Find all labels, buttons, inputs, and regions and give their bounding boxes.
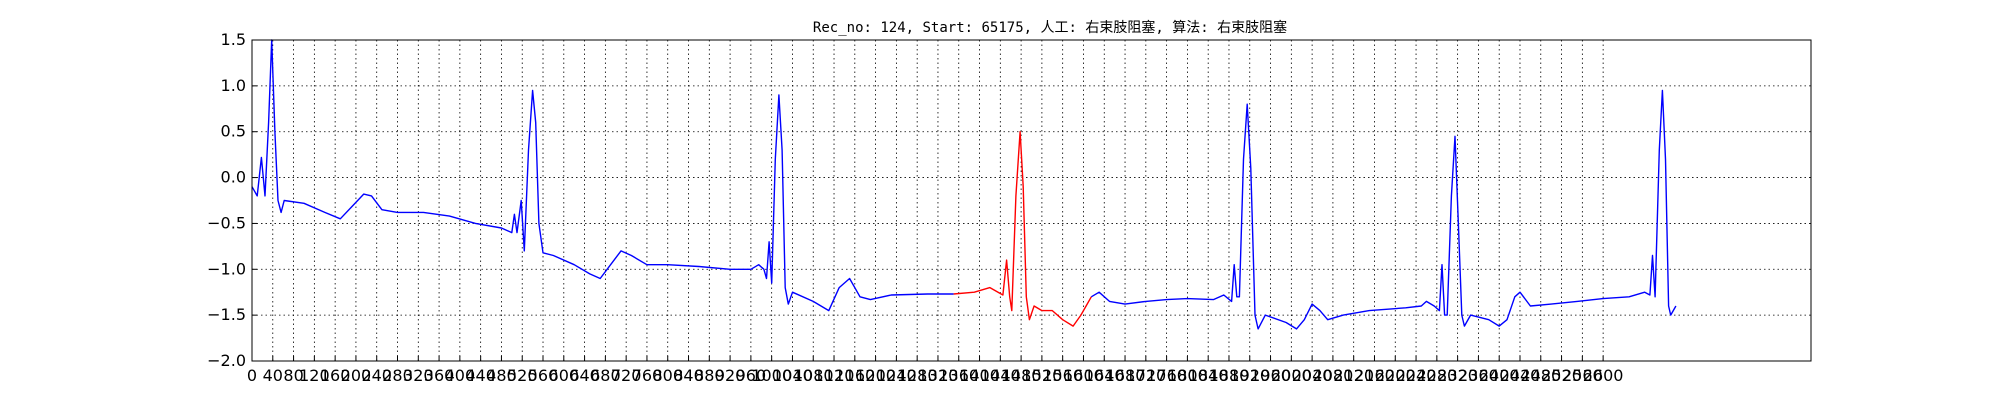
chart-title: Rec_no: 124, Start: 65175, 人工: 右束肢阻塞, 算法… — [813, 19, 1287, 36]
x-tick-label: 200 — [341, 366, 372, 385]
x-tick-label: 80 — [283, 366, 303, 385]
x-tick-label: 40 — [263, 366, 283, 385]
y-tick-labels: 1.5 1.0 0.5 0.0 −0.5 −1.0 −1.5 −2.0 — [207, 30, 246, 370]
x-tick-label: 1480 — [1001, 366, 1042, 385]
x-tick-label: 1840 — [1188, 366, 1229, 385]
x-tick-label: 360 — [424, 366, 455, 385]
x-tick-label: 1720 — [1125, 366, 1166, 385]
y-tick-label: −1.5 — [207, 305, 246, 324]
x-tick-label: 1320 — [918, 366, 959, 385]
x-tick-label: 2400 — [1479, 366, 1520, 385]
x-tick-label: 2520 — [1541, 366, 1582, 385]
x-tick-label: 1680 — [1105, 366, 1146, 385]
x-tick-label: 1560 — [1042, 366, 1083, 385]
x-tick-label: 2360 — [1458, 366, 1499, 385]
x-tick-label: 2000 — [1271, 366, 1312, 385]
x-tick-label: 520 — [507, 366, 538, 385]
ecg-series-line-3 — [1090, 89, 1677, 330]
y-tick-label: −0.5 — [207, 213, 246, 232]
x-tick-label: 1520 — [1022, 366, 1063, 385]
x-tick-label: 2440 — [1500, 366, 1541, 385]
x-tick-label: 2600 — [1583, 366, 1624, 385]
x-tick-label: 840 — [673, 366, 704, 385]
x-tick-label: 960 — [736, 366, 767, 385]
y-tick-label: 1.5 — [221, 30, 246, 49]
x-tick-label: 1800 — [1167, 366, 1208, 385]
x-tick-label: 0 — [247, 366, 257, 385]
series-layer — [251, 39, 1677, 330]
x-tick-label: 1400 — [959, 366, 1000, 385]
x-tick-label: 320 — [403, 366, 434, 385]
x-tick-label: 1640 — [1084, 366, 1125, 385]
x-tick-label: 160 — [320, 366, 351, 385]
x-tick-label: 1600 — [1063, 366, 1104, 385]
x-tick-label: 440 — [465, 366, 496, 385]
x-tick-label: 400 — [445, 366, 476, 385]
y-tick-label: −2.0 — [207, 351, 246, 370]
y-tick-label: 1.0 — [221, 76, 246, 95]
x-tick-label: 1760 — [1146, 366, 1187, 385]
x-tick-label: 1160 — [834, 366, 875, 385]
x-tick-label: 240 — [361, 366, 392, 385]
x-tick-label: 680 — [590, 366, 621, 385]
x-tick-label: 560 — [528, 366, 559, 385]
x-tick-label: 2280 — [1416, 366, 1457, 385]
x-tick-label: 2120 — [1333, 366, 1374, 385]
x-tick-label: 600 — [549, 366, 580, 385]
x-tick-label: 1120 — [814, 366, 855, 385]
x-tick-label: 1920 — [1229, 366, 1270, 385]
x-tick-label: 120 — [299, 366, 330, 385]
x-tick-label: 880 — [694, 366, 725, 385]
x-tick-label: 920 — [715, 366, 746, 385]
x-tick-label: 1880 — [1209, 366, 1250, 385]
x-tick-label: 1280 — [897, 366, 938, 385]
y-tick-label: 0.5 — [221, 122, 246, 141]
ecg-series-line-1 — [251, 39, 954, 312]
plot-frame — [251, 39, 1812, 362]
x-tick-label: 1200 — [855, 366, 896, 385]
x-tick-label: 1000 — [751, 366, 792, 385]
ecg-series-line-2 — [953, 131, 1092, 327]
x-tick-label: 2240 — [1396, 366, 1437, 385]
x-tick-label: 1360 — [938, 366, 979, 385]
y-tick-label: 0.0 — [221, 168, 246, 187]
x-tick-label: 720 — [611, 366, 642, 385]
x-tick-label: 1960 — [1250, 366, 1291, 385]
x-tick-label: 1440 — [980, 366, 1021, 385]
x-tick-label: 1080 — [793, 366, 834, 385]
x-tick-label: 280 — [382, 366, 413, 385]
x-tick-label: 2040 — [1292, 366, 1333, 385]
x-tick-label: 1040 — [772, 366, 813, 385]
x-tick-labels: 0 40 8012016020024028032036040044048052056… — [247, 366, 1624, 385]
x-tick-label: 760 — [632, 366, 663, 385]
x-tick-label: 2080 — [1313, 366, 1354, 385]
y-tick-label: −1.0 — [207, 259, 246, 278]
x-tick-label: 2560 — [1562, 366, 1603, 385]
x-tick-label: 1240 — [876, 366, 917, 385]
x-tick-label: 800 — [652, 366, 683, 385]
x-tick-label: 2200 — [1375, 366, 1416, 385]
x-tick-label: 2480 — [1520, 366, 1561, 385]
x-tick-label: 640 — [569, 366, 600, 385]
x-tick-label: 2160 — [1354, 366, 1395, 385]
x-tick-label: 480 — [486, 366, 517, 385]
x-tick-label: 2320 — [1437, 366, 1478, 385]
